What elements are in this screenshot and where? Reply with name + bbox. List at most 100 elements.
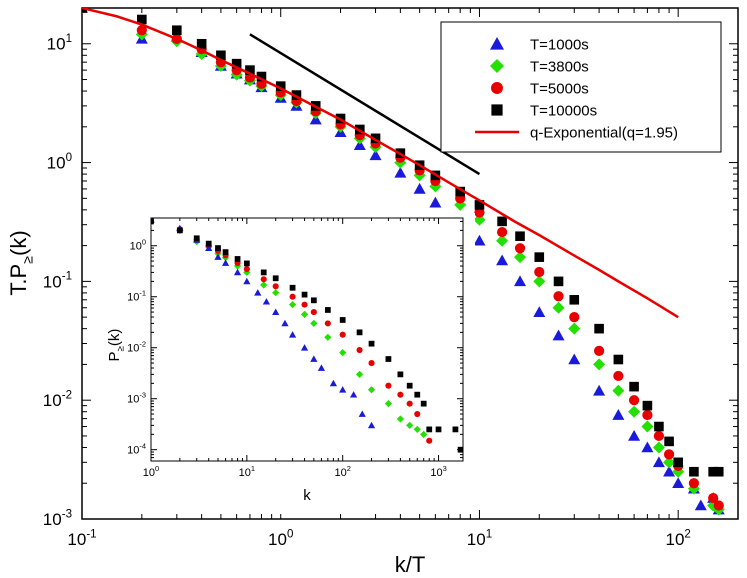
inset-x-tick-label: 100 (143, 464, 159, 479)
inset-point-triangle (262, 298, 271, 305)
main-y-tick-label: 10-2 (43, 389, 72, 410)
inset-point-square (234, 256, 241, 262)
legend-label: q-Exponential(q=1.95) (530, 125, 678, 142)
inset-point-diamond (288, 301, 297, 309)
inset-point-triangle (358, 410, 366, 417)
inset-point-circle (324, 320, 331, 327)
main-x-tick-label: 101 (467, 528, 492, 549)
inset-y-axis-label: P≥(k) (106, 329, 127, 362)
inset-point-square (215, 245, 221, 251)
inset-point-circle (301, 301, 308, 308)
inset-point-triangle (272, 308, 280, 315)
inset-point-diamond (300, 310, 309, 319)
main-point-square (291, 90, 302, 100)
main-point-triangle (552, 329, 565, 341)
inset-point-square (176, 227, 183, 234)
main-point-triangle (641, 441, 654, 453)
main-point-square (642, 400, 653, 411)
inset-point-diamond (413, 425, 421, 433)
main-point-square (245, 65, 255, 75)
inset-point-triangle (350, 391, 358, 398)
inset-point-square (272, 275, 279, 282)
legend-marker-circle (491, 82, 503, 94)
main-point-circle (642, 409, 653, 421)
inset-point-square (193, 235, 200, 242)
main-y-tick-label: 101 (47, 33, 72, 54)
main-point-square (370, 133, 381, 144)
main-point-triangle (496, 254, 509, 266)
main-point-diamond (652, 441, 665, 454)
inset-point-triangle (329, 379, 338, 387)
main-y-tick-label: 10-1 (43, 271, 72, 292)
inset-y-tick-label: 10-4 (127, 442, 146, 457)
main-point-square (455, 186, 465, 197)
main-point-triangle (652, 456, 665, 468)
inset-x-axis-label: k (303, 487, 311, 504)
main-point-triangle (593, 384, 606, 396)
inset-point-circle (397, 391, 404, 398)
main-series-diamond (82, 8, 725, 516)
main-point-square (594, 323, 604, 334)
inset-point-triangle (317, 364, 326, 371)
inset-point-circle (426, 437, 433, 444)
main-point-square (534, 252, 545, 262)
inset-point-diamond (367, 386, 376, 394)
main-point-square (515, 231, 525, 242)
main-series-circle (82, 8, 724, 511)
inset-x-tick-label: 102 (334, 464, 350, 479)
main-point-triangle (473, 234, 486, 246)
inset-point-circle (356, 346, 363, 354)
main-point-triangle (672, 477, 685, 489)
inset-point-square (356, 329, 363, 336)
inset-point-square (452, 426, 459, 433)
main-point-diamond (496, 234, 509, 247)
inset-data (151, 218, 463, 453)
main-point-diamond (514, 251, 527, 264)
main-y-tick-label: 100 (47, 152, 72, 173)
main-y-tick-label: 10-3 (43, 508, 72, 529)
main-point-square (613, 354, 624, 365)
main-point-square (708, 466, 718, 477)
main-point-triangle (429, 196, 442, 208)
inset-point-circle (243, 265, 250, 273)
main-point-circle (663, 449, 675, 460)
inset-y-tick-label: 100 (130, 238, 146, 253)
inset-point-circle (368, 360, 375, 367)
main-point-square (137, 14, 147, 25)
inset-point-triangle (300, 344, 309, 351)
inset-point-triangle (367, 421, 376, 429)
main-point-circle (628, 395, 640, 406)
inset-y-tick-label: 10-2 (127, 340, 146, 355)
inset-point-diamond (310, 319, 318, 327)
main-point-triangle (612, 409, 625, 420)
main-point-square (196, 38, 207, 49)
main-point-triangle (514, 275, 527, 287)
inset-point-triangle (281, 319, 289, 327)
inset-point-triangle (214, 253, 222, 260)
main-point-triangle (568, 353, 581, 365)
main-point-triangle (413, 182, 426, 194)
inset-point-circle (310, 309, 317, 316)
main-point-square (216, 50, 226, 61)
main-point-square (664, 436, 674, 447)
main-point-square (275, 81, 286, 91)
inset-point-diamond (339, 349, 347, 357)
main-point-diamond (568, 322, 581, 335)
legend-marker-triangle (490, 37, 504, 50)
inset-plot-frame (150, 217, 464, 462)
legend-marker-diamond (490, 59, 504, 73)
inset-point-square (205, 240, 212, 247)
main-point-triangle (663, 465, 676, 477)
main-ticks (81, 8, 738, 520)
main-point-circle (713, 500, 724, 511)
inset-point-diamond (260, 281, 268, 289)
main-point-circle (593, 345, 605, 356)
inset-point-triangle (243, 277, 251, 285)
inset-point-triangle (221, 259, 230, 266)
main-point-circle (613, 370, 624, 382)
main-point-diamond (628, 405, 641, 418)
inset-point-square (310, 297, 317, 304)
inset-point-diamond (355, 370, 364, 378)
main-point-square (231, 58, 242, 69)
